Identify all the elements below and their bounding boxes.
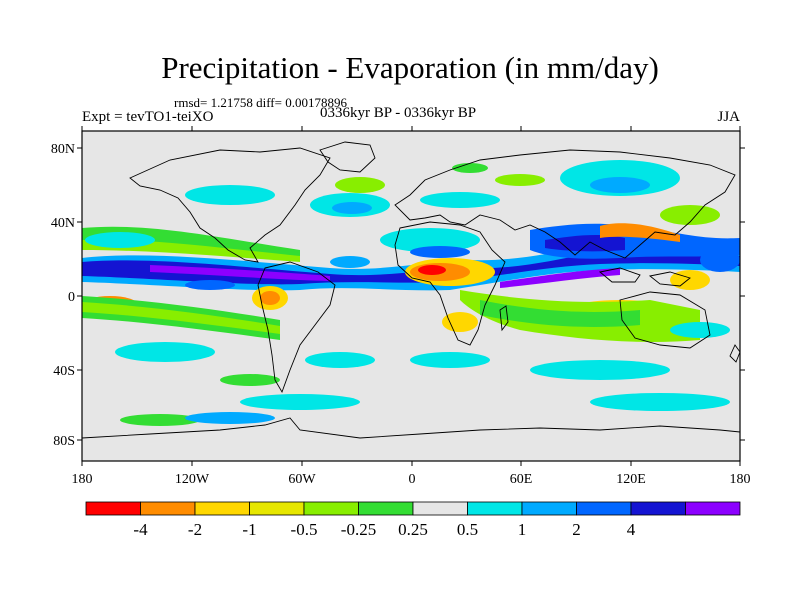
coastline bbox=[394, 221, 506, 346]
coastline bbox=[499, 305, 509, 332]
colorbar-swatch bbox=[303, 501, 359, 516]
lon-tick-label: 120W bbox=[175, 472, 210, 487]
field-region bbox=[220, 374, 280, 386]
field-region bbox=[380, 228, 480, 252]
season-label: JJA bbox=[717, 109, 740, 125]
field-region bbox=[670, 322, 730, 338]
colorbar-swatch bbox=[576, 501, 632, 516]
field-region bbox=[85, 232, 155, 248]
lon-tick-label: 60E bbox=[510, 472, 533, 487]
field-region bbox=[480, 300, 640, 327]
field-region bbox=[452, 163, 488, 173]
colorbar-swatch bbox=[685, 501, 741, 516]
field-region bbox=[332, 202, 372, 214]
field-region bbox=[410, 352, 490, 368]
coastline bbox=[82, 417, 740, 439]
field-region bbox=[240, 394, 360, 410]
field-region bbox=[115, 342, 215, 362]
lat-tick-label: 0 bbox=[68, 290, 75, 305]
colorbar-label: -2 bbox=[188, 520, 202, 539]
field-region bbox=[420, 192, 500, 208]
period-label: 0336kyr BP - 0336kyr BP bbox=[320, 105, 477, 121]
field-region bbox=[330, 256, 370, 268]
field-region bbox=[410, 246, 470, 258]
coastline bbox=[129, 147, 331, 263]
colorbar-label: 1 bbox=[518, 520, 527, 539]
lon-tick-label: 60W bbox=[288, 472, 316, 487]
experiment-label: Expt = tevTO1-teiXO bbox=[82, 109, 214, 125]
colorbar-swatch bbox=[630, 501, 686, 516]
field-region bbox=[82, 302, 280, 334]
coastline bbox=[729, 344, 740, 363]
field-region bbox=[260, 291, 280, 305]
lon-tick-label: 120E bbox=[616, 472, 646, 487]
lat-tick-label: 40S bbox=[53, 364, 75, 379]
colorbar-label: 0.25 bbox=[398, 520, 428, 539]
coastline bbox=[319, 141, 376, 173]
colorbar-swatch bbox=[85, 501, 141, 516]
field-region bbox=[185, 280, 235, 290]
coastline bbox=[619, 291, 711, 349]
field-region bbox=[590, 393, 730, 411]
colorbar-label: -4 bbox=[133, 520, 148, 539]
field-region bbox=[530, 360, 670, 380]
field-region bbox=[600, 223, 680, 242]
coastline bbox=[394, 149, 736, 259]
colorbar-label: -0.25 bbox=[341, 520, 376, 539]
field-region bbox=[185, 412, 275, 424]
colorbar-swatch bbox=[249, 501, 305, 516]
colorbar-swatch bbox=[412, 501, 468, 516]
plot-title: Precipitation - Evaporation (in mm/day) bbox=[161, 50, 659, 85]
colorbar-label: 0.5 bbox=[457, 520, 478, 539]
map-field bbox=[82, 131, 740, 461]
longitude-axis: 180 120W 60W 0 60E 120E 180 bbox=[72, 126, 751, 487]
field-region bbox=[150, 265, 330, 281]
colorbar-label: -0.5 bbox=[291, 520, 318, 539]
colorbar-swatch bbox=[467, 501, 523, 516]
colorbar-swatch bbox=[140, 501, 196, 516]
field-region bbox=[500, 268, 620, 288]
coastlines bbox=[82, 141, 740, 439]
field-region bbox=[418, 265, 446, 275]
colorbar: -4 -2 -1 -0.5 -0.25 0.25 0.5 1 2 4 bbox=[85, 501, 741, 539]
colorbar-label: 2 bbox=[572, 520, 581, 539]
colorbar-label: -1 bbox=[242, 520, 256, 539]
field-region bbox=[495, 174, 545, 186]
lat-tick-label: 80S bbox=[53, 434, 75, 449]
field-region bbox=[185, 185, 275, 205]
colorbar-label: 4 bbox=[627, 520, 636, 539]
lon-tick-label: 0 bbox=[409, 472, 416, 487]
field-region bbox=[670, 270, 710, 290]
field-region bbox=[545, 234, 625, 252]
lon-tick-label: 180 bbox=[72, 472, 93, 487]
coastline bbox=[257, 261, 336, 394]
field-region bbox=[700, 248, 740, 272]
colorbar-swatch bbox=[521, 501, 577, 516]
field-region bbox=[120, 414, 200, 426]
field-region bbox=[660, 205, 720, 225]
lat-tick-label: 40N bbox=[51, 216, 75, 231]
lat-tick-label: 80N bbox=[51, 142, 75, 157]
colorbar-swatch bbox=[194, 501, 250, 516]
field-region bbox=[305, 352, 375, 368]
lon-tick-label: 180 bbox=[730, 472, 751, 487]
field-region bbox=[590, 177, 650, 193]
stats-text: rmsd= 1.21758 diff= 0.00178896 bbox=[174, 95, 347, 110]
field-region bbox=[335, 177, 385, 193]
latitude-axis: 80N 40N 0 40S 80S bbox=[51, 142, 745, 449]
field-region bbox=[442, 312, 478, 332]
coastline bbox=[598, 267, 691, 287]
colorbar-swatch bbox=[358, 501, 414, 516]
